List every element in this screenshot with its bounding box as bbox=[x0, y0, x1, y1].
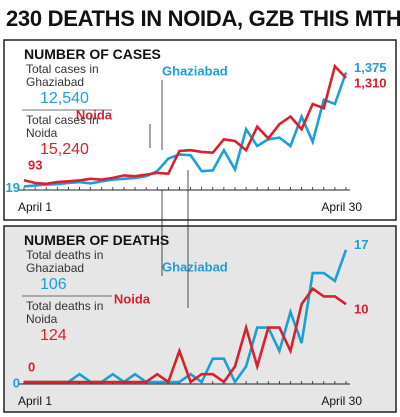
series-line bbox=[23, 72, 348, 188]
total-value: 106 bbox=[40, 276, 67, 293]
value-label: 0 bbox=[13, 375, 20, 390]
value-label: 1,310 bbox=[354, 75, 387, 90]
x-tick-label: April 30 bbox=[321, 200, 362, 214]
value-label: 1,375 bbox=[354, 60, 387, 75]
total-caption: Total deaths in Noida bbox=[26, 299, 104, 326]
total-caption: Total deaths in Ghaziabad bbox=[26, 248, 104, 275]
series-line bbox=[24, 286, 347, 385]
x-tick-label: April 1 bbox=[18, 394, 52, 408]
x-tick-label: April 1 bbox=[18, 200, 52, 214]
x-tick-label: April 30 bbox=[321, 394, 362, 408]
legend-label: Noida bbox=[114, 291, 151, 306]
legend-label: Ghaziabad bbox=[162, 63, 228, 78]
series-line bbox=[24, 249, 348, 385]
legend-label: Ghaziabad bbox=[162, 259, 228, 274]
page-title: 230 DEATHS IN NOIDA, GZB THIS MTH bbox=[6, 6, 400, 31]
total-value: 15,240 bbox=[40, 141, 89, 158]
series-line bbox=[23, 63, 347, 186]
total-value: 124 bbox=[40, 327, 67, 344]
value-label: 0 bbox=[28, 359, 35, 374]
value-label: 93 bbox=[28, 158, 42, 173]
value-label: 17 bbox=[354, 237, 368, 252]
total-caption: Total cases in Ghaziabad bbox=[26, 62, 99, 89]
total-value: 12,540 bbox=[40, 90, 89, 107]
value-label: 10 bbox=[354, 302, 368, 317]
value-label: 19 bbox=[6, 180, 20, 195]
chart-title: NUMBER OF DEATHS bbox=[24, 232, 170, 248]
total-caption: Total cases in Noida bbox=[26, 113, 99, 140]
chart-title: NUMBER OF CASES bbox=[24, 46, 161, 62]
legend-label: Noida bbox=[76, 107, 113, 122]
